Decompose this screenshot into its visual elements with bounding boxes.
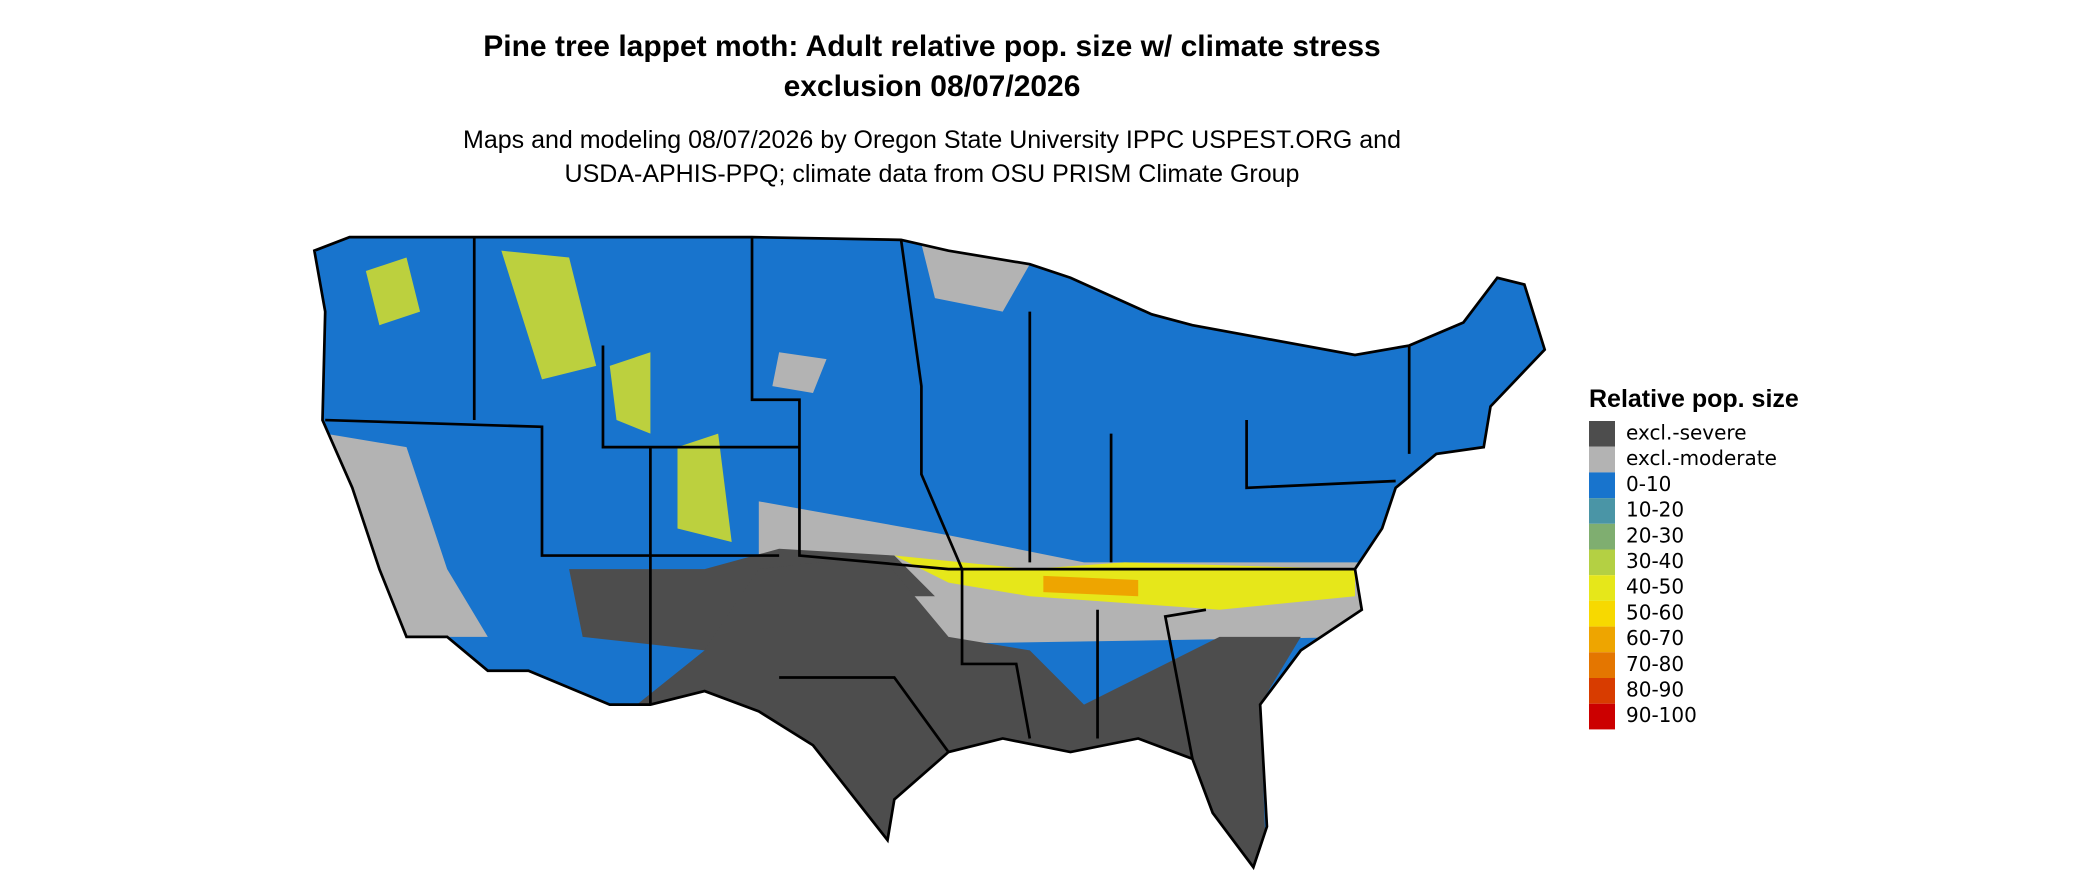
title-line: exclusion 08/07/2026 — [784, 70, 1081, 103]
title-line: Pine tree lappet moth: Adult relative po… — [483, 30, 1380, 63]
legend-swatch — [1589, 421, 1615, 447]
legend-swatch — [1589, 549, 1615, 576]
legend: excl.-severeexcl.-moderate0-1010-2020-30… — [1589, 421, 1777, 730]
legend-swatch — [1589, 600, 1615, 627]
legend-label: 40-50 — [1626, 575, 1684, 599]
legend-swatch — [1589, 523, 1615, 550]
us-map — [314, 237, 1545, 868]
legend-label: 80-90 — [1626, 678, 1684, 702]
legend-label: 90-100 — [1626, 703, 1697, 727]
legend-label: 30-40 — [1626, 549, 1684, 573]
legend-swatch — [1589, 652, 1615, 678]
legend-title: Relative pop. size — [1589, 385, 1799, 413]
legend-swatch — [1589, 575, 1615, 601]
legend-label: 70-80 — [1626, 652, 1684, 676]
legend-label: 10-20 — [1626, 498, 1684, 522]
legend-label: excl.-severe — [1626, 421, 1747, 445]
legend-swatch — [1589, 498, 1615, 524]
legend-swatch — [1589, 626, 1615, 653]
subtitle-line: Maps and modeling 08/07/2026 by Oregon S… — [463, 126, 1401, 154]
legend-swatch — [1589, 472, 1615, 499]
subtitle-line: USDA-APHIS-PPQ; climate data from OSU PR… — [565, 160, 1300, 188]
state-borders — [312, 235, 1547, 871]
legend-swatch — [1589, 446, 1615, 473]
legend-label: 50-60 — [1626, 600, 1684, 624]
legend-label: 0-10 — [1626, 472, 1671, 496]
legend-label: excl.-moderate — [1626, 446, 1777, 470]
legend-swatch — [1589, 678, 1615, 704]
legend-label: 20-30 — [1626, 523, 1684, 547]
legend-swatch — [1589, 703, 1615, 730]
legend-label: 60-70 — [1626, 626, 1684, 650]
